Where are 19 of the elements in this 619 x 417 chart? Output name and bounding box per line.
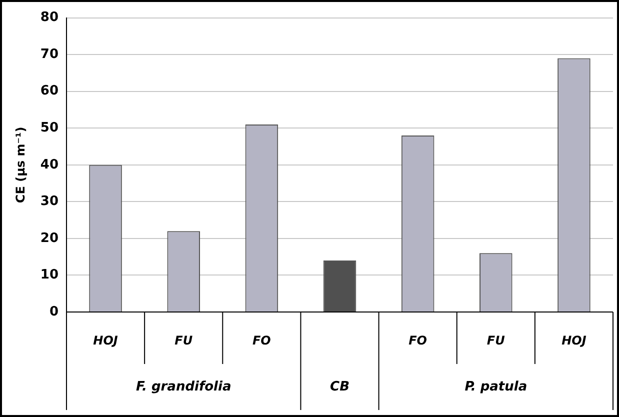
text: P. patula <box>464 379 528 394</box>
x-tick-label: FU <box>486 333 506 348</box>
text: F. grandifolia <box>136 379 232 394</box>
y-tick-label: 20 <box>40 230 58 246</box>
y-tick-label: 60 <box>40 84 58 99</box>
x-tick-label: HOJ <box>562 333 587 348</box>
y-tick-label: 70 <box>40 46 58 62</box>
y-tick-label: 40 <box>40 157 58 172</box>
x-tick-label: HOJ <box>93 333 118 348</box>
y-tick-label: 80 <box>40 10 58 26</box>
y-tick-label: 50 <box>40 120 58 136</box>
y-axis-title: CE (µs m⁻¹) <box>13 126 28 204</box>
y-tick-label: 0 <box>49 304 58 320</box>
x-tick-label: FU <box>174 333 193 348</box>
y-tick-label: 30 <box>40 194 58 210</box>
y-tick-label: 10 <box>40 268 58 283</box>
text: CB <box>330 379 350 394</box>
x-tick-label: FO <box>408 333 428 348</box>
x-tick-label: FO <box>252 333 271 348</box>
